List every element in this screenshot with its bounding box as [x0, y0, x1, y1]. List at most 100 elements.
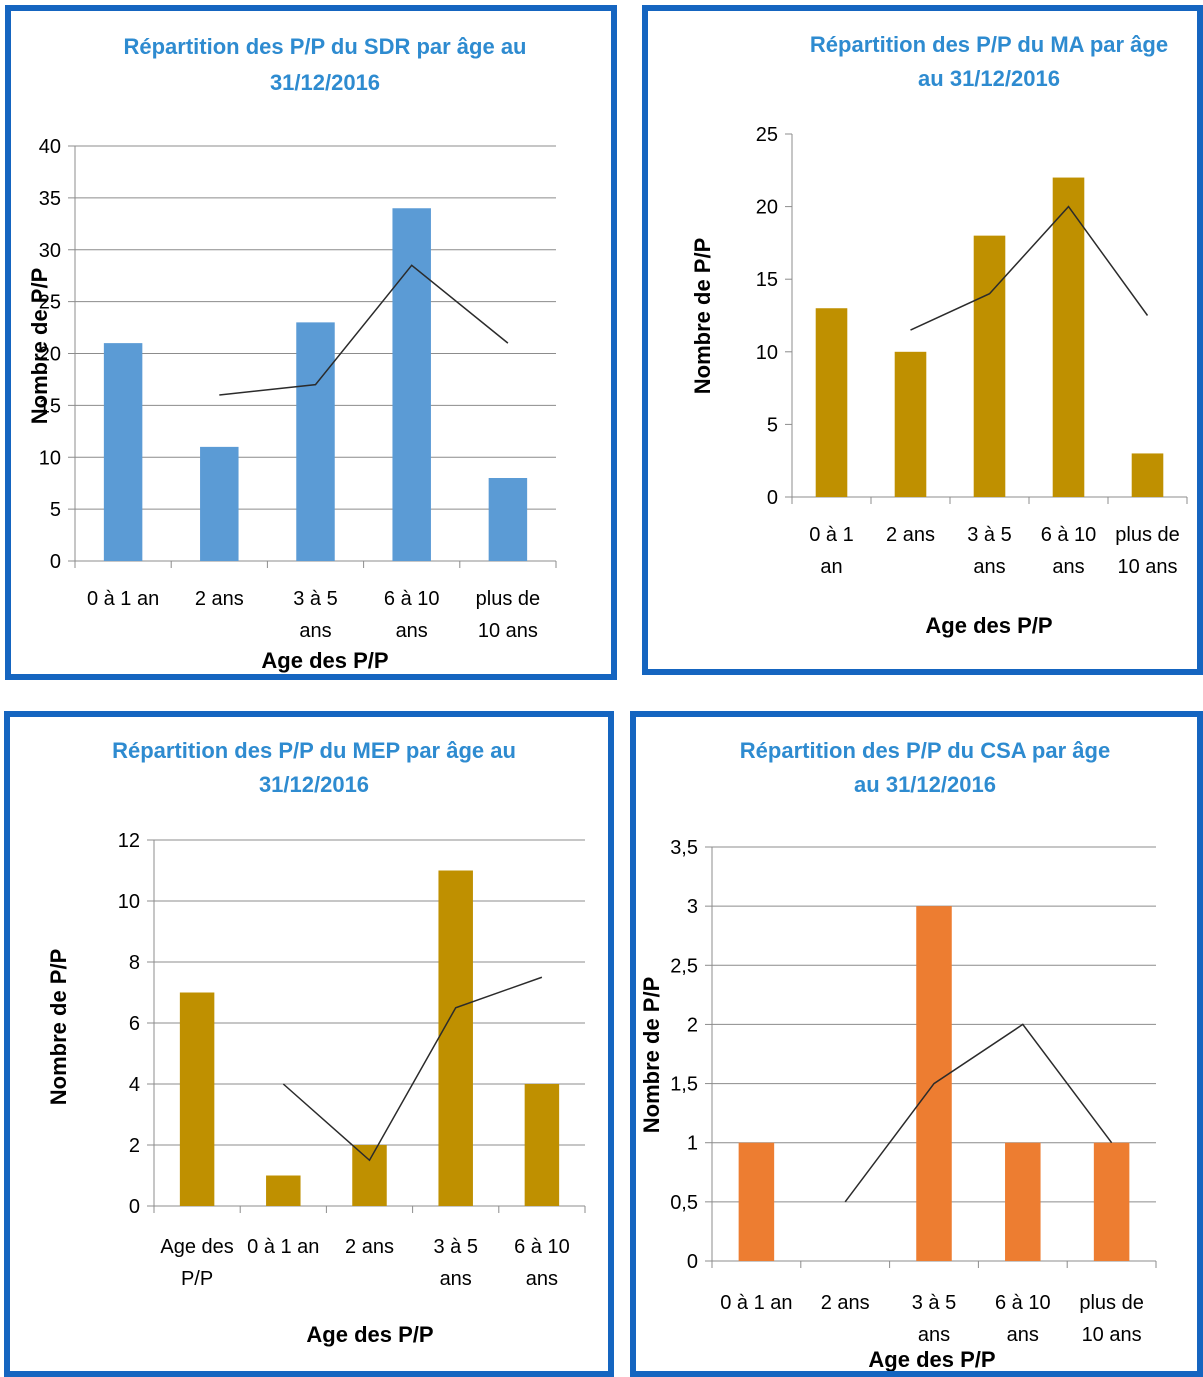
y-tick-label: 10: [756, 342, 778, 364]
y-axis-label: Nombre de P/P: [27, 268, 52, 424]
x-tick-label: ans: [396, 620, 428, 642]
chart-title: 31/12/2016: [270, 70, 380, 95]
bar: [392, 208, 431, 561]
bar: [438, 870, 473, 1206]
chart-title: au 31/12/2016: [854, 772, 996, 797]
y-tick-label: 30: [39, 240, 61, 262]
chart-panel-ma: Répartition des P/P du MA par âge au 31/1…: [642, 5, 1203, 675]
bar: [352, 1145, 387, 1206]
chart-svg: Répartition des P/P du SDR par âge au 31/…: [27, 34, 557, 673]
chart-title: Répartition des P/P du MEP par âge au: [112, 738, 516, 763]
bar: [1005, 1142, 1041, 1261]
y-tick-label: 15: [756, 269, 778, 291]
x-tick-label: 6 à 10: [514, 1236, 570, 1258]
y-tick-label: 0: [129, 1196, 140, 1218]
chart-svg: Répartition des P/P du CSA par âge au 31/…: [639, 738, 1157, 1371]
x-tick-label: 2 ans: [821, 1292, 870, 1314]
x-tick-label: ans: [1052, 556, 1084, 578]
chart-svg: Répartition des P/P du MA par âge au 31/1…: [690, 32, 1188, 638]
trend-line: [282, 976, 543, 1162]
chart-title: Répartition des P/P du SDR par âge au: [123, 34, 526, 59]
trend-line: [910, 205, 1149, 331]
bar: [1131, 453, 1164, 497]
trend-line: [844, 1023, 1113, 1203]
y-tick-label: 25: [39, 292, 61, 314]
x-tick-label: plus de: [1079, 1292, 1144, 1314]
y-axis-label: Nombre de P/P: [639, 977, 664, 1133]
y-tick-label: 2: [129, 1135, 140, 1157]
y-tick-label: 0: [50, 551, 61, 573]
y-tick-label: 15: [39, 395, 61, 417]
chart-title: au 31/12/2016: [918, 66, 1060, 91]
x-tick-label: 6 à 10: [995, 1292, 1051, 1314]
y-tick-label: 0,5: [670, 1192, 698, 1214]
y-tick-label: 12: [118, 830, 140, 852]
y-axis-label: Nombre de P/P: [690, 238, 715, 394]
y-tick-label: 2,5: [670, 955, 698, 977]
x-axis-label: Age des P/P: [306, 1322, 433, 1347]
y-tick-label: 2: [687, 1014, 698, 1036]
x-tick-label: ans: [440, 1268, 472, 1290]
y-tick-label: 3: [687, 896, 698, 918]
x-tick-label: 0 à 1 an: [87, 588, 159, 610]
y-tick-label: 4: [129, 1074, 140, 1096]
y-tick-label: 35: [39, 188, 61, 210]
x-tick-label: ans: [918, 1324, 950, 1346]
x-tick-label: ans: [526, 1268, 558, 1290]
x-axis-label: Age des P/P: [925, 613, 1052, 638]
bar: [488, 478, 528, 561]
x-tick-label: plus de: [1115, 524, 1180, 546]
y-tick-label: 5: [50, 499, 61, 521]
y-tick-label: 0: [767, 487, 778, 509]
x-tick-label: Age des: [160, 1236, 233, 1258]
x-tick-label: 0 à 1: [809, 524, 853, 546]
x-tick-label: 10 ans: [1117, 556, 1177, 578]
x-axis-label: Age des P/P: [261, 648, 388, 673]
x-tick-label: 6 à 10: [1041, 524, 1097, 546]
x-tick-label: 3 à 5: [967, 524, 1011, 546]
x-tick-label: 3 à 5: [293, 588, 337, 610]
bar: [200, 446, 239, 561]
x-tick-label: 0 à 1 an: [720, 1292, 792, 1314]
bar: [973, 235, 1006, 497]
chart-panel-sdr: Répartition des P/P du SDR par âge au 31/…: [5, 5, 617, 680]
y-tick-label: 1,5: [670, 1074, 698, 1096]
y-axis-label: Nombre de P/P: [46, 949, 71, 1105]
x-tick-label: 10 ans: [1082, 1324, 1142, 1346]
x-tick-label: 3 à 5: [433, 1236, 477, 1258]
y-tick-label: 25: [756, 124, 778, 146]
x-tick-label: 2 ans: [345, 1236, 394, 1258]
bar: [738, 1142, 775, 1261]
chart-panel-mep: Répartition des P/P du MEP par âge au 31/…: [4, 711, 614, 1377]
y-tick-label: 40: [39, 136, 61, 158]
x-tick-label: an: [820, 556, 842, 578]
bar: [1052, 177, 1085, 497]
bar: [266, 1175, 301, 1206]
x-tick-label: ans: [973, 556, 1005, 578]
y-tick-label: 1: [687, 1133, 698, 1155]
x-tick-label: ans: [1007, 1324, 1039, 1346]
y-tick-label: 20: [39, 344, 61, 366]
chart-panel-csa: Répartition des P/P du CSA par âge au 31/…: [630, 711, 1203, 1377]
x-tick-label: 2 ans: [195, 588, 244, 610]
bar: [815, 308, 848, 497]
x-tick-label: 6 à 10: [384, 588, 440, 610]
x-tick-label: 10 ans: [478, 620, 538, 642]
bar: [1093, 1142, 1130, 1261]
bar: [103, 343, 143, 561]
bar: [894, 351, 927, 497]
chart-title: 31/12/2016: [259, 772, 369, 797]
chart-svg: Répartition des P/P du MEP par âge au 31/…: [46, 738, 586, 1347]
y-tick-label: 3,5: [670, 837, 698, 859]
y-tick-label: 8: [129, 952, 140, 974]
bar: [179, 992, 215, 1206]
y-tick-label: 10: [118, 891, 140, 913]
x-tick-label: P/P: [181, 1268, 213, 1290]
x-tick-label: plus de: [476, 588, 541, 610]
x-tick-label: 0 à 1 an: [247, 1236, 319, 1258]
y-tick-label: 6: [129, 1013, 140, 1035]
x-tick-label: ans: [299, 620, 331, 642]
chart-title: Répartition des P/P du MA par âge: [810, 32, 1168, 57]
y-tick-label: 20: [756, 197, 778, 219]
y-tick-label: 0: [687, 1251, 698, 1273]
